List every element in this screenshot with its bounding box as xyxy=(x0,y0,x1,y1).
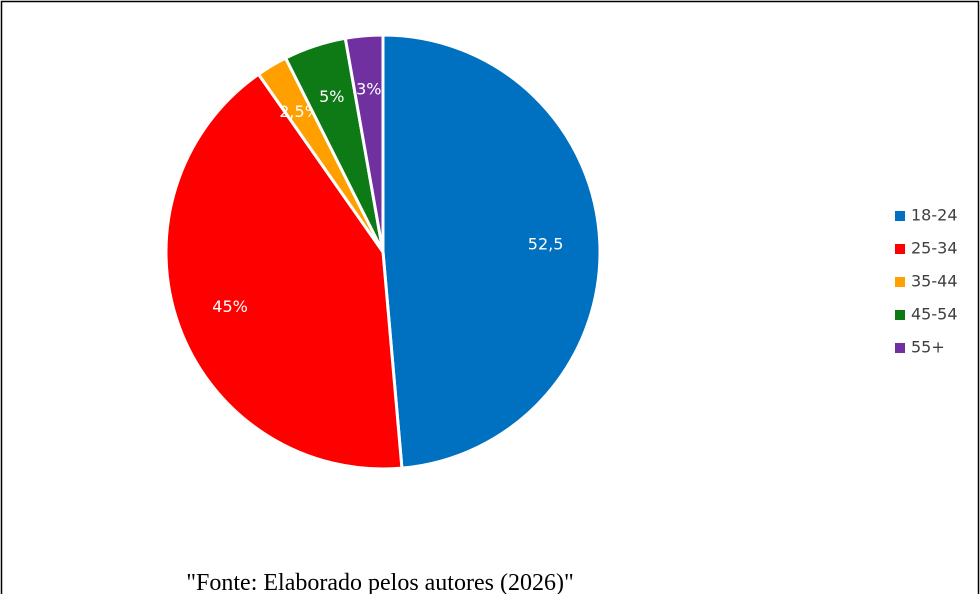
legend-label: 35-44 xyxy=(911,272,958,291)
pie-slice xyxy=(164,72,404,471)
pie: 52,545%2,5%5% 3% xyxy=(164,33,602,471)
data-label: 3% xyxy=(356,79,381,98)
legend-swatch xyxy=(895,211,905,221)
legend-label: 55+ xyxy=(911,338,945,357)
legend-swatch xyxy=(895,277,905,287)
data-label: 45% xyxy=(212,297,248,316)
caption: "Fonte: Elaborado pelos autores (2026)" xyxy=(186,570,574,594)
pie-slice xyxy=(381,33,602,470)
legend-swatch xyxy=(895,244,905,254)
legend-swatch xyxy=(895,343,905,353)
data-label: 5% xyxy=(319,87,344,106)
legend-label: 25-34 xyxy=(911,239,958,258)
data-label: 52,5 xyxy=(528,234,564,253)
legend-label: 18-24 xyxy=(911,206,958,225)
legend: 18-24 25-34 35-44 45-54 55+ xyxy=(895,206,958,357)
legend-swatch xyxy=(895,310,905,320)
pie-slice xyxy=(343,33,385,253)
legend-label: 45-54 xyxy=(911,305,958,324)
